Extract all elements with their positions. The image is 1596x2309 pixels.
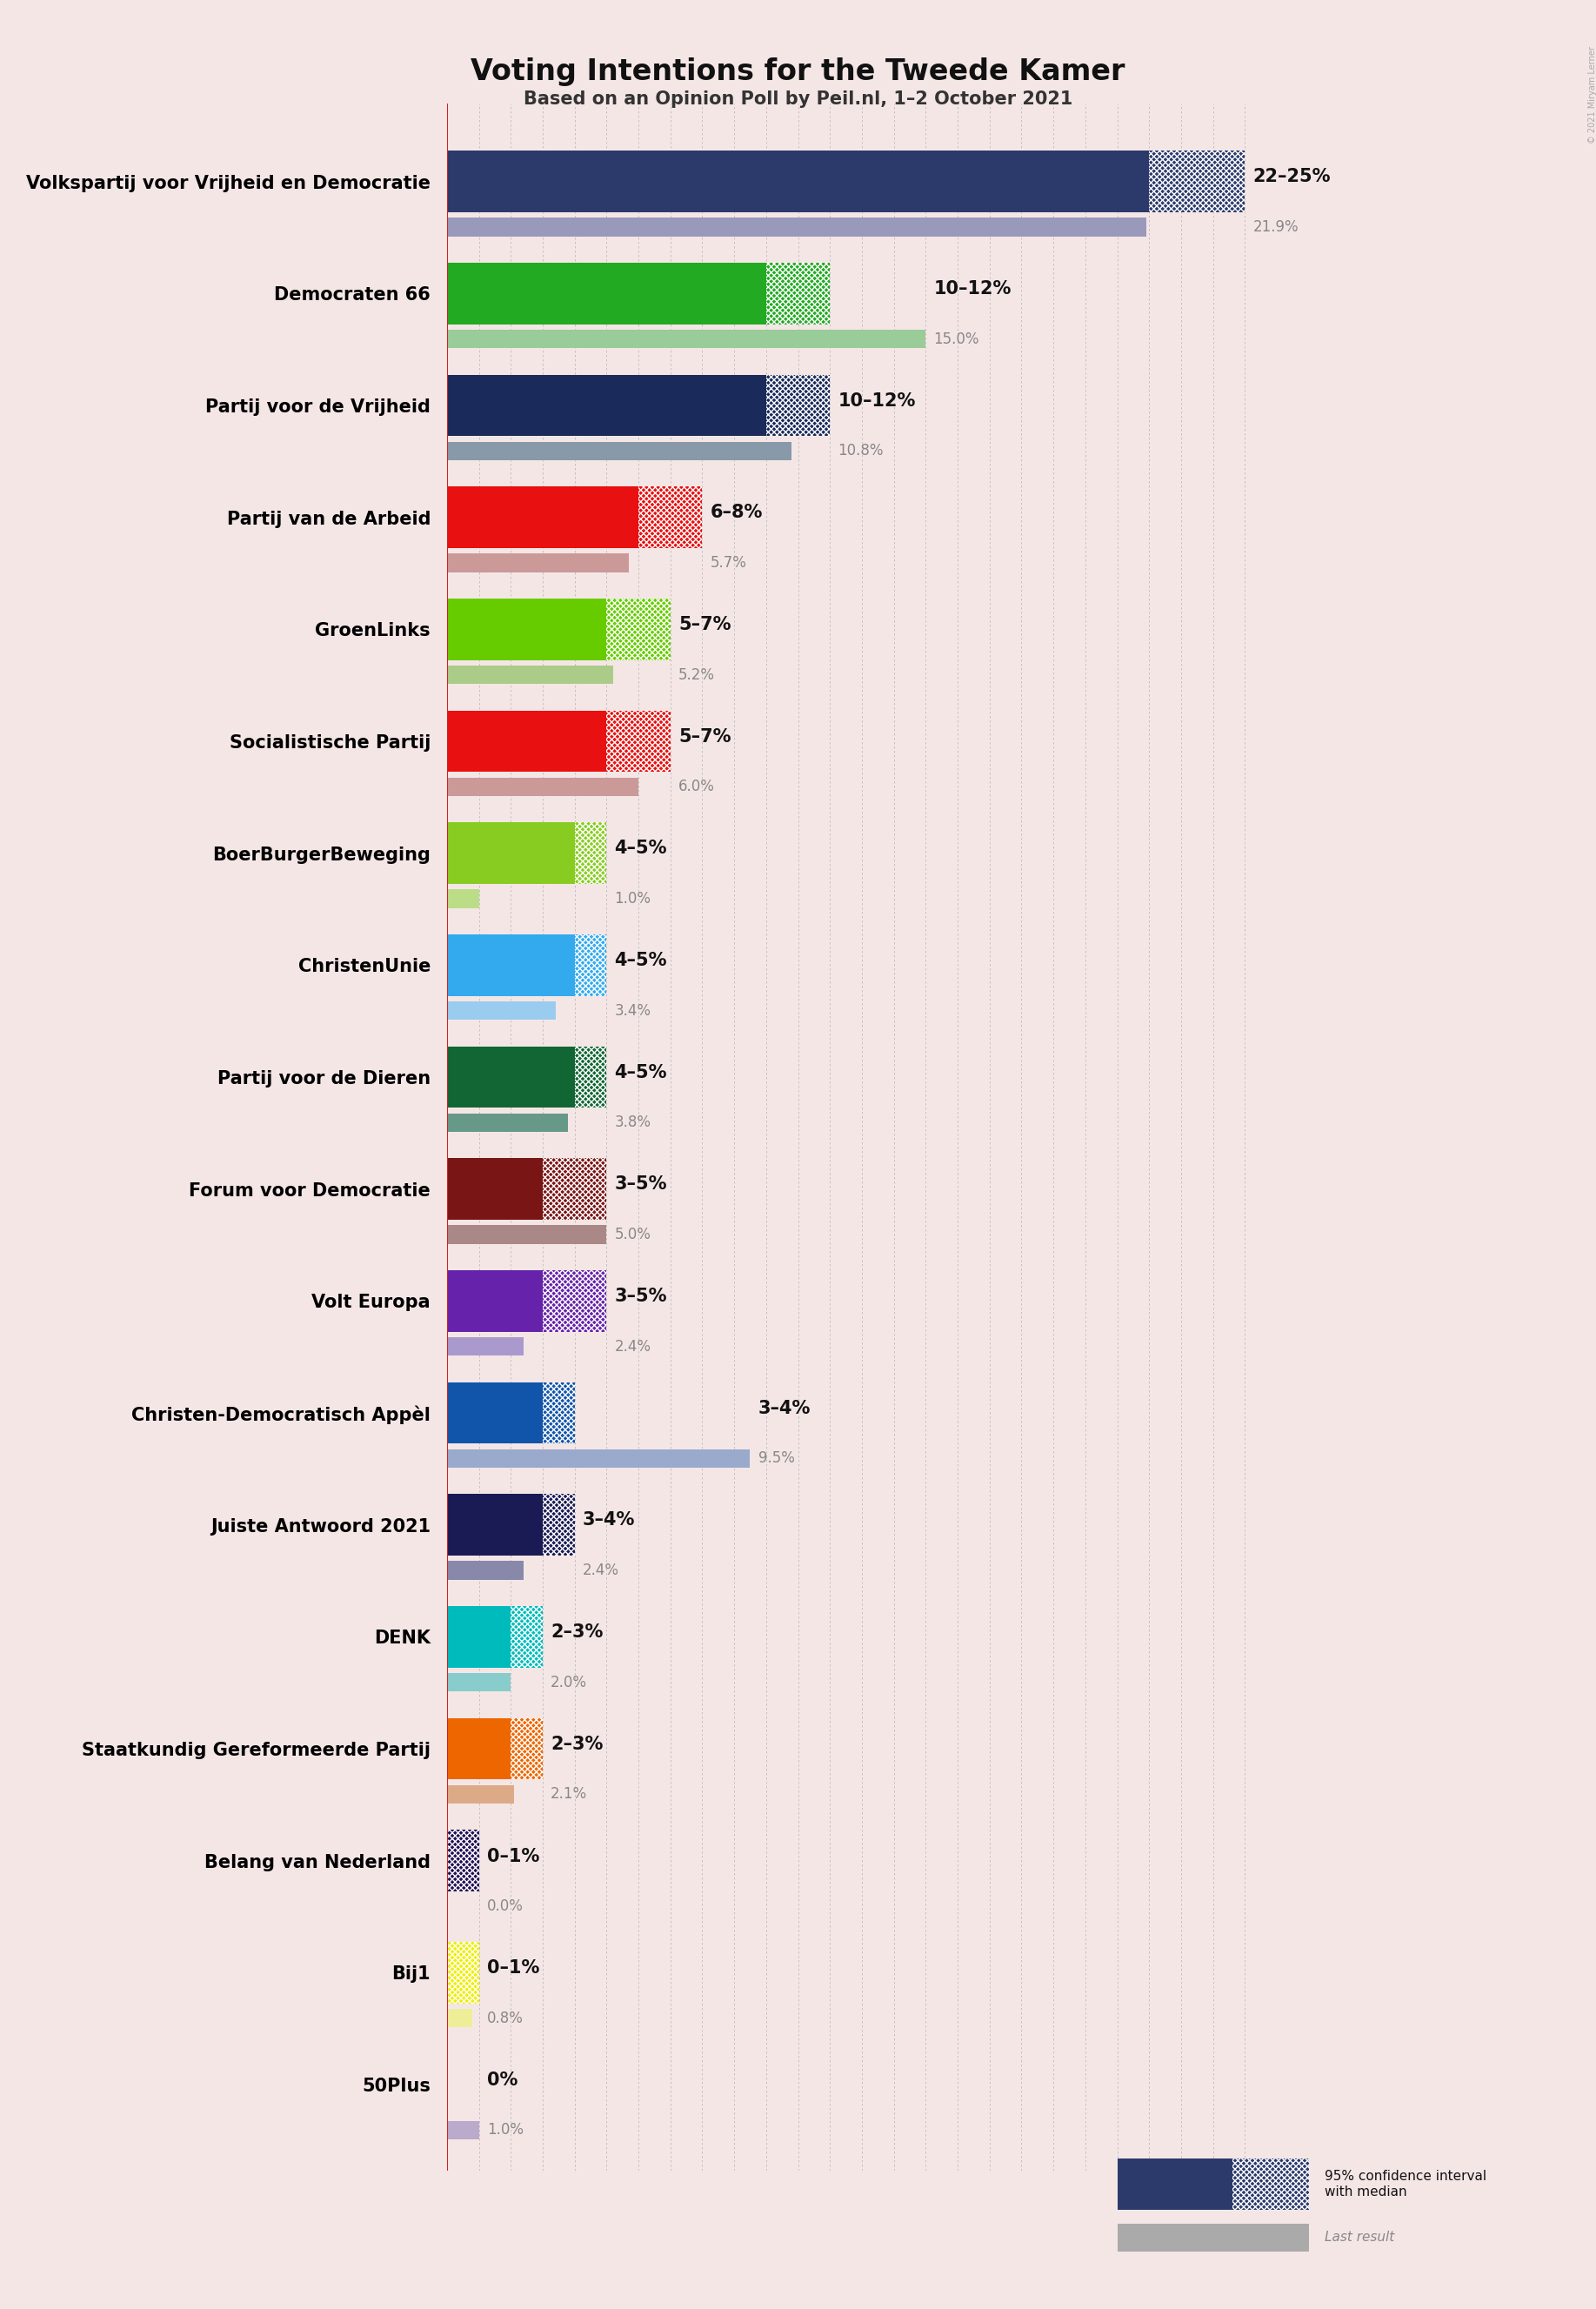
Bar	[447, 1046, 575, 1108]
Bar	[575, 1046, 606, 1108]
Text: 10.8%: 10.8%	[838, 443, 884, 459]
Bar	[447, 935, 575, 995]
Text: 4–5%: 4–5%	[614, 1064, 667, 1081]
Bar	[447, 778, 638, 797]
Text: 3–5%: 3–5%	[614, 1288, 667, 1305]
Text: Based on an Opinion Poll by Peil.nl, 1–2 October 2021: Based on an Opinion Poll by Peil.nl, 1–2…	[523, 90, 1073, 109]
Text: 0.0%: 0.0%	[487, 1898, 523, 1914]
Bar	[511, 1607, 543, 1667]
Text: 9.5%: 9.5%	[758, 1450, 795, 1466]
Bar	[447, 2122, 479, 2140]
Bar	[543, 1159, 606, 1219]
Text: 0–1%: 0–1%	[487, 1960, 539, 1977]
Text: 3–4%: 3–4%	[758, 1399, 811, 1418]
Text: © 2021 Miryam Lerner: © 2021 Miryam Lerner	[1588, 46, 1596, 143]
Bar	[606, 711, 670, 771]
Text: 2.4%: 2.4%	[583, 1563, 619, 1579]
Bar	[511, 1718, 543, 1780]
Bar	[447, 1494, 543, 1556]
Bar	[447, 487, 638, 547]
Bar	[447, 822, 575, 884]
Bar	[447, 1561, 523, 1579]
Bar	[447, 554, 629, 573]
Bar	[447, 1159, 543, 1219]
Text: 10–12%: 10–12%	[934, 279, 1012, 298]
Text: 3–5%: 3–5%	[614, 1175, 667, 1194]
Text: 5–7%: 5–7%	[678, 727, 731, 746]
Text: 3.8%: 3.8%	[614, 1115, 651, 1131]
Bar	[766, 374, 830, 436]
Text: 22–25%: 22–25%	[1253, 169, 1331, 185]
Text: 2–3%: 2–3%	[551, 1736, 603, 1753]
Bar	[1149, 150, 1245, 212]
Text: 4–5%: 4–5%	[614, 951, 667, 970]
Text: 6.0%: 6.0%	[678, 778, 715, 794]
Bar	[447, 1226, 606, 1245]
Text: Last result: Last result	[1325, 2230, 1395, 2244]
Text: 2.4%: 2.4%	[614, 1339, 651, 1355]
Bar	[447, 1829, 479, 1891]
Text: 0.8%: 0.8%	[487, 2011, 523, 2025]
Bar	[447, 217, 1146, 236]
Bar	[447, 263, 766, 323]
Text: Voting Intentions for the Tweede Kamer: Voting Intentions for the Tweede Kamer	[471, 58, 1125, 85]
Bar	[447, 711, 606, 771]
Text: 5.7%: 5.7%	[710, 554, 747, 570]
Bar	[447, 1785, 514, 1803]
Bar	[638, 487, 702, 547]
Text: 3.4%: 3.4%	[614, 1002, 651, 1018]
Bar	[447, 1942, 479, 2004]
Bar	[447, 330, 926, 349]
Bar	[447, 1113, 568, 1131]
Bar	[575, 822, 606, 884]
Bar	[447, 1270, 543, 1332]
Bar	[447, 150, 1149, 212]
Bar	[766, 263, 830, 323]
Text: 1.0%: 1.0%	[487, 2122, 523, 2138]
Bar	[447, 2009, 472, 2027]
Bar	[447, 1674, 511, 1692]
Text: 1.0%: 1.0%	[614, 891, 651, 907]
Text: 5–7%: 5–7%	[678, 617, 731, 633]
Bar	[447, 665, 613, 683]
Bar	[447, 1718, 511, 1780]
Text: 2.1%: 2.1%	[551, 1787, 587, 1801]
Bar	[447, 441, 792, 459]
Bar	[447, 889, 479, 907]
Bar	[447, 1450, 750, 1469]
Bar	[575, 935, 606, 995]
Text: 5.0%: 5.0%	[614, 1226, 651, 1242]
Bar	[447, 374, 766, 436]
Text: 95% confidence interval
with median: 95% confidence interval with median	[1325, 2170, 1486, 2198]
Bar	[447, 598, 606, 660]
Text: 0–1%: 0–1%	[487, 1847, 539, 1866]
Text: 3–4%: 3–4%	[583, 1512, 635, 1529]
Text: 5.2%: 5.2%	[678, 667, 715, 683]
Text: 2–3%: 2–3%	[551, 1623, 603, 1642]
Bar	[543, 1383, 575, 1443]
Bar	[447, 1383, 543, 1443]
Text: 15.0%: 15.0%	[934, 330, 980, 346]
Text: 6–8%: 6–8%	[710, 503, 763, 522]
Bar	[543, 1270, 606, 1332]
Bar	[447, 1002, 555, 1021]
Text: 4–5%: 4–5%	[614, 840, 667, 857]
Text: 10–12%: 10–12%	[838, 393, 916, 409]
Text: 2.0%: 2.0%	[551, 1674, 587, 1690]
Text: 21.9%: 21.9%	[1253, 219, 1299, 236]
Bar	[447, 1337, 523, 1355]
Bar	[606, 598, 670, 660]
Text: 0%: 0%	[487, 2071, 517, 2090]
Bar	[543, 1494, 575, 1556]
Bar	[447, 1607, 511, 1667]
